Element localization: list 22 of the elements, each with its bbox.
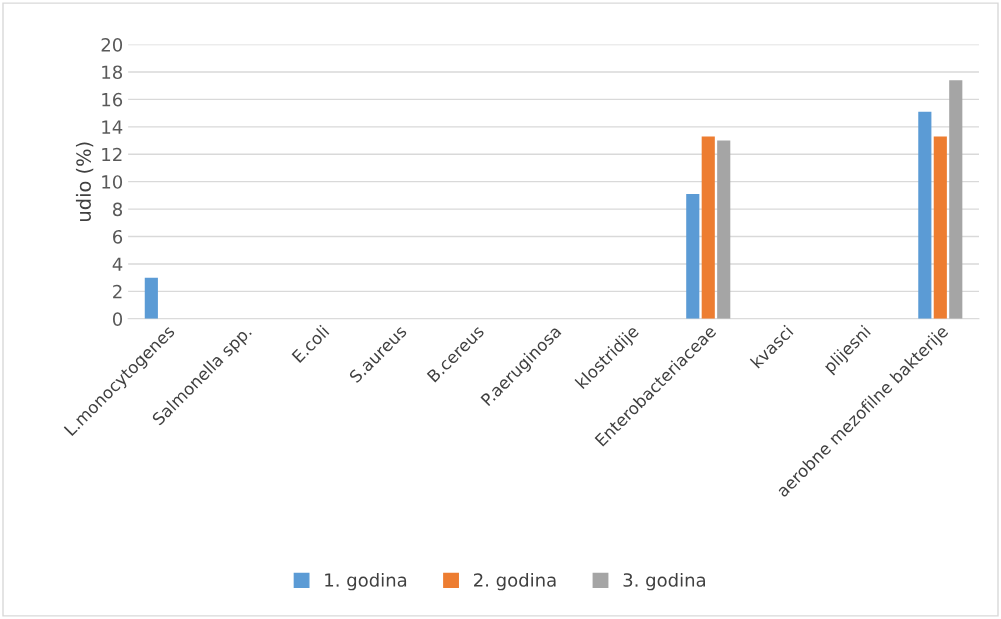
- y-tick-label: 8: [113, 202, 123, 217]
- y-tick-label: 12: [102, 147, 122, 162]
- bar: [918, 111, 932, 319]
- legend-label: 3. godina: [623, 572, 705, 591]
- y-tick-label: 10: [102, 175, 123, 189]
- bar: [144, 277, 158, 319]
- y-tick-label: 0: [112, 312, 123, 326]
- bar: [933, 136, 947, 319]
- bar: [949, 80, 963, 319]
- y-tick-label: 20: [101, 38, 123, 52]
- y-tick-label: 18: [102, 65, 123, 80]
- legend-label: 1. godina: [325, 572, 407, 591]
- y-axis-title: udio (%): [75, 142, 94, 221]
- legend-label: 2. godina: [474, 572, 556, 591]
- y-tick-label: 4: [112, 257, 123, 271]
- y-tick-label: 2: [113, 284, 122, 299]
- y-tick-label: 6: [113, 229, 123, 244]
- bar: [701, 136, 715, 319]
- bar: [686, 194, 700, 319]
- y-tick-label: 14: [102, 120, 123, 134]
- y-tick-label: 16: [102, 92, 123, 107]
- bar: [717, 140, 731, 319]
